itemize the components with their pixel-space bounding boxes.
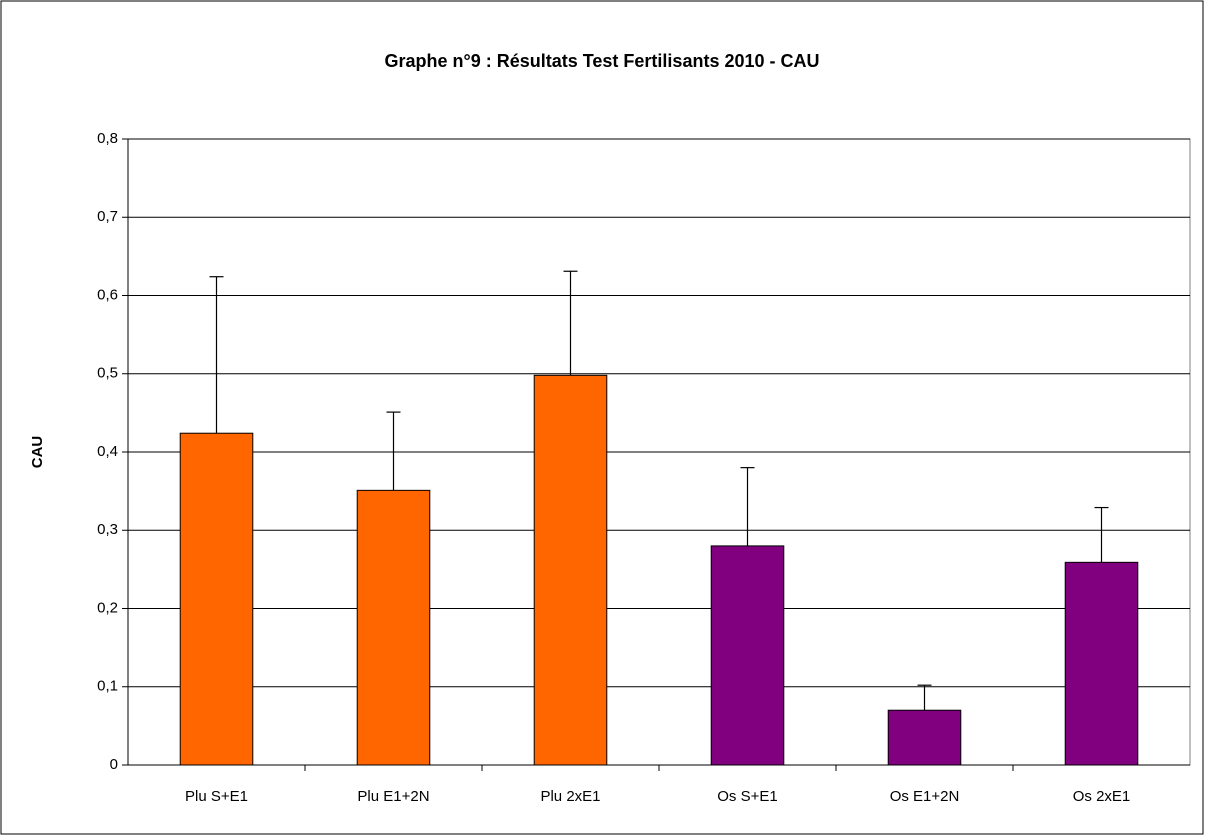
y-tick-label: 0,2 (97, 599, 118, 616)
bar (356, 489, 431, 766)
x-tick-label: Os S+E1 (717, 788, 777, 805)
y-tick-label: 0,5 (97, 365, 118, 382)
x-tick-label: Plu S+E1 (185, 788, 248, 805)
y-tick-label: 0 (110, 756, 118, 773)
x-tick-label: Os E1+2N (890, 788, 960, 805)
bar (1064, 561, 1139, 766)
chart-title: Graphe n°9 : Résultats Test Fertilisants… (385, 51, 820, 71)
y-tick-label: 0,4 (97, 443, 118, 460)
y-tick-label: 0,7 (97, 208, 118, 225)
y-tick-label: 0,3 (97, 521, 118, 538)
y-tick-label: 0,6 (97, 286, 118, 303)
y-axis-title: CAU (29, 436, 46, 469)
bar (179, 432, 254, 766)
x-tick-label: Os 2xE1 (1073, 788, 1131, 805)
x-tick-label: Plu E1+2N (357, 788, 429, 805)
bar (887, 709, 962, 766)
y-tick-label: 0,1 (97, 678, 118, 695)
bar (710, 545, 785, 766)
y-tick-label: 0,8 (97, 130, 118, 147)
x-tick-label: Plu 2xE1 (540, 788, 600, 805)
bar (533, 374, 608, 766)
